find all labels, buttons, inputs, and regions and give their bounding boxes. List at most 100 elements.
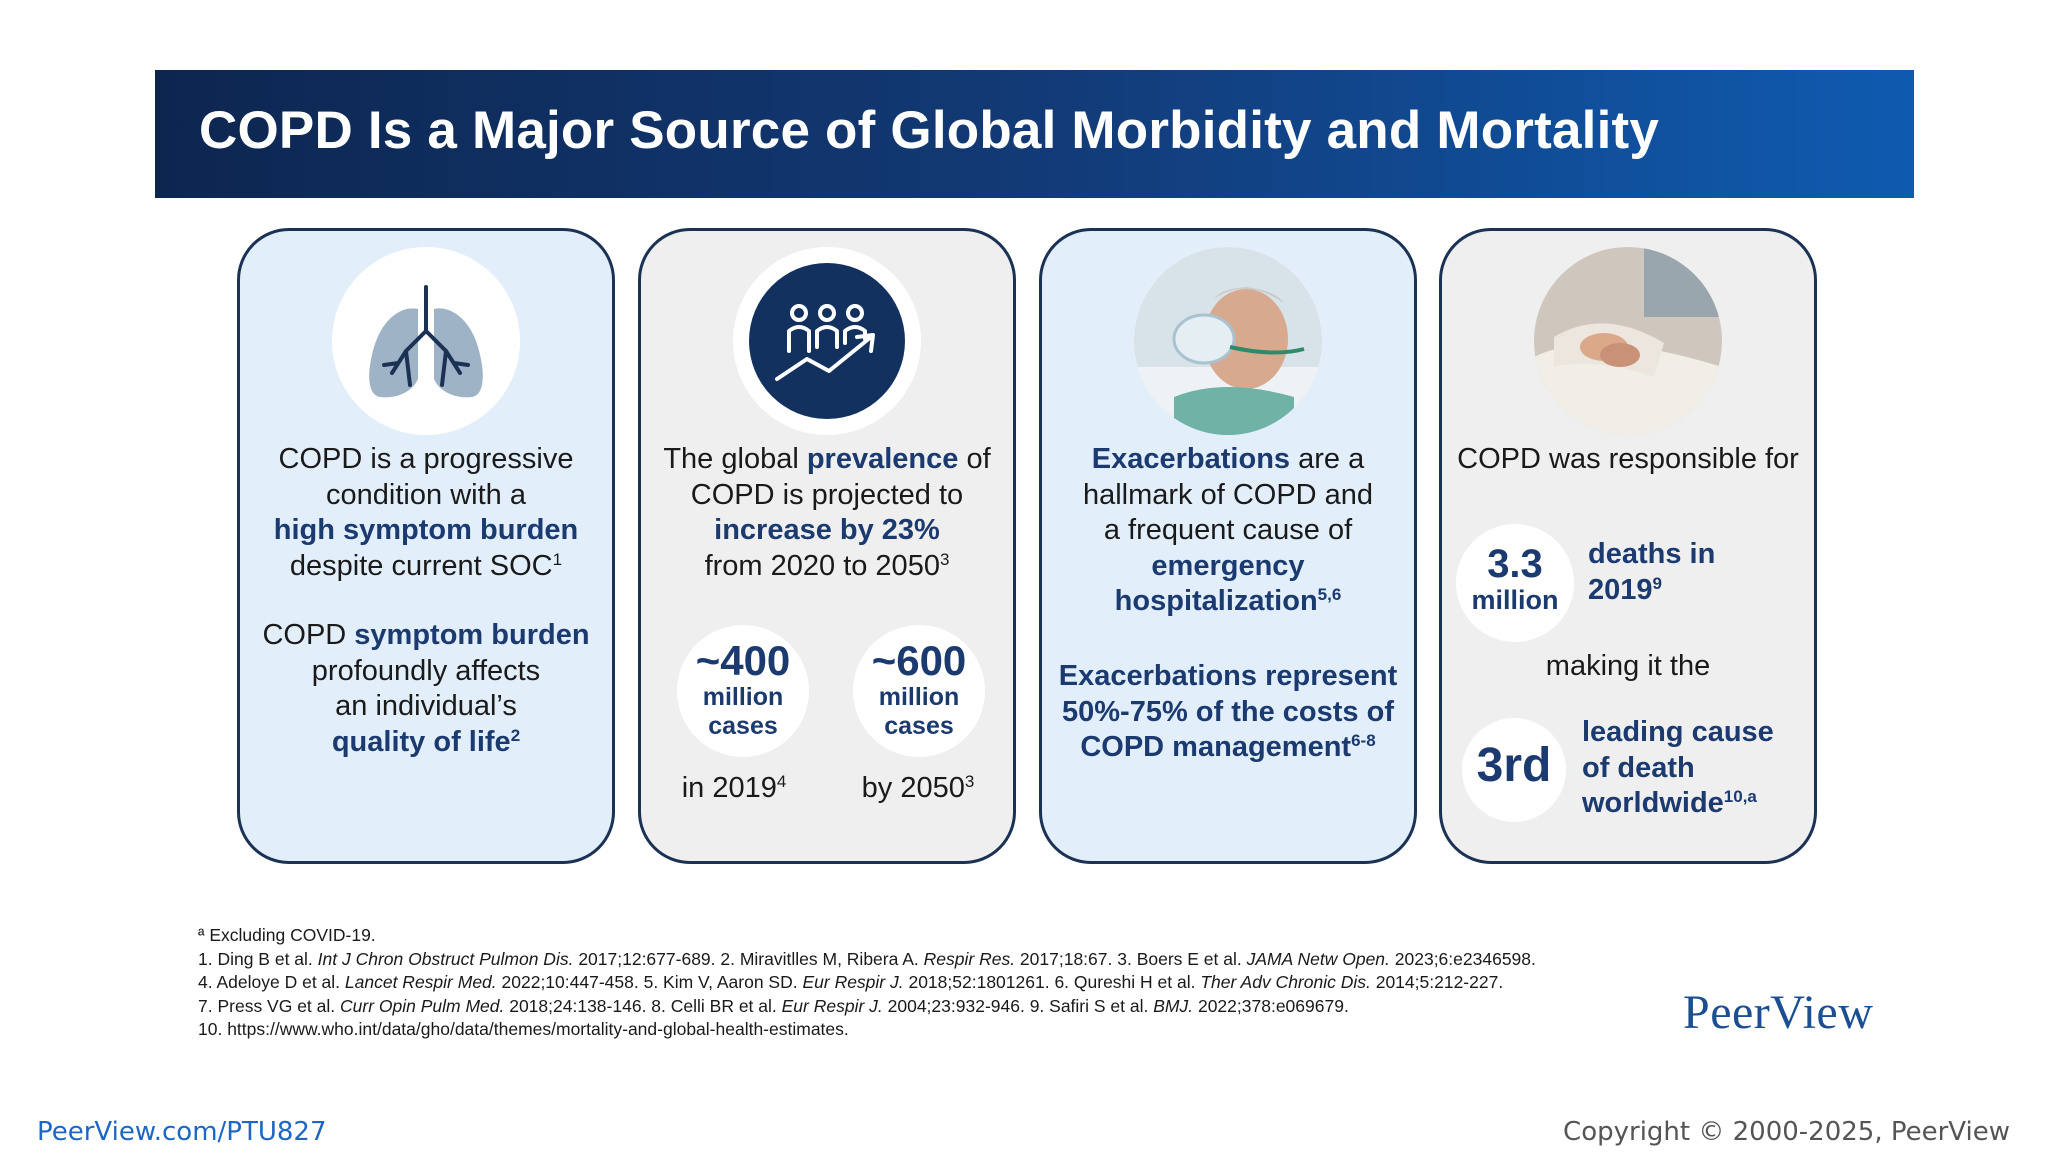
reference-marker: 10,a xyxy=(1723,787,1757,806)
population-growth-icon xyxy=(733,247,921,435)
card1-highlight: symptom burden xyxy=(354,619,590,651)
card4-mid: making it the xyxy=(1545,650,1711,682)
reference-text: 2017;18:67. 3. Boers E et al. xyxy=(1015,948,1247,969)
card1-highlight: high symptom burden xyxy=(273,514,579,546)
stat-unit: cases xyxy=(708,712,778,740)
reference-marker: 9 xyxy=(1652,573,1662,593)
stat-rank-3rd: 3rd xyxy=(1462,718,1566,822)
reference-marker: 3 xyxy=(939,549,950,569)
reference-row: 10. https://www.who.int/data/gho/data/th… xyxy=(198,1018,1758,1042)
journal-name: JAMA Netw Open. xyxy=(1246,948,1390,969)
stat-unit: cases xyxy=(884,712,954,740)
stat-600-million: ~600 million cases xyxy=(853,625,985,757)
references: ª Excluding COVID-19. 1. Ding B et al. I… xyxy=(198,924,1758,1042)
card1-line: despite current SOC xyxy=(289,549,553,582)
reference-text: 7. Press VG et al. xyxy=(198,995,340,1016)
card-symptom-burden: COPD is a progressive condition with a h… xyxy=(237,228,615,864)
card3-highlight: COPD management xyxy=(1080,731,1352,763)
stat-year-text: by 2050 xyxy=(861,772,965,804)
journal-name: Curr Opin Pulm Med. xyxy=(340,995,505,1016)
card1-paragraph-1: COPD is a progressive condition with a h… xyxy=(240,442,612,584)
card1-paragraph-2: COPD symptom burden profoundly affects a… xyxy=(240,618,612,760)
reference-marker: 1 xyxy=(552,549,563,569)
card2-highlight: increase by 23% xyxy=(714,514,940,546)
card-prevalence: The global prevalence of COPD is project… xyxy=(638,228,1016,864)
reference-text: 4. Adeloye D et al. xyxy=(198,972,345,993)
card-exacerbations: Exacerbations are a hallmark of COPD and… xyxy=(1039,228,1417,864)
card3-highlight: Exacerbations xyxy=(1091,443,1291,475)
journal-name: Lancet Respir Med. xyxy=(344,972,497,993)
reference-text: 2023;6:e2346598. xyxy=(1389,948,1536,969)
card2-line: from 2020 to 2050 xyxy=(704,549,940,582)
rank-label: leading cause of death worldwide10,a xyxy=(1582,715,1818,822)
reference-marker: 4 xyxy=(776,772,787,791)
slide-title: COPD Is a Major Source of Global Morbidi… xyxy=(199,101,1660,160)
copyright-text: Copyright © 2000-2025, PeerView xyxy=(1563,1117,2010,1147)
card1-line: COPD xyxy=(262,619,355,651)
card4-highlight: leading cause xyxy=(1582,716,1774,748)
reference-text: 2022;378:e069679. xyxy=(1193,995,1349,1016)
reference-text: 2017;12:677-689. 2. Miravitlles M, Riber… xyxy=(573,948,924,969)
card3-highlight: emergency xyxy=(1151,549,1305,582)
reference-row: 4. Adeloye D et al. Lancet Respir Med. 2… xyxy=(198,971,1758,995)
journal-name: BMJ. xyxy=(1153,995,1194,1016)
reference-text: 1. Ding B et al. xyxy=(198,948,318,969)
card3-line: represent xyxy=(1257,660,1398,692)
card4-highlight: of death xyxy=(1582,751,1695,784)
card1-line: COPD is a progressive xyxy=(278,443,574,475)
stat-value: 3.3 xyxy=(1487,542,1543,586)
stat-unit: million xyxy=(702,683,784,711)
card3-highlight: 50%-75% xyxy=(1062,695,1188,728)
reference-marker: 5,6 xyxy=(1317,585,1342,604)
stat-3-3-million: 3.3 million xyxy=(1456,524,1574,642)
card2-line: The global xyxy=(663,443,807,475)
stat-unit: million xyxy=(1471,585,1559,615)
card-mortality: COPD was responsible for 3.3 million dea… xyxy=(1439,228,1817,864)
title-banner: COPD Is a Major Source of Global Morbidi… xyxy=(155,70,1914,198)
reference-row: 7. Press VG et al. Curr Opin Pulm Med. 2… xyxy=(198,995,1758,1019)
card4-highlight: deaths in xyxy=(1588,538,1716,570)
journal-name: Eur Respir J. xyxy=(802,972,904,993)
reference-text: 2018;52:1801261. 6. Qureshi H et al. xyxy=(903,972,1201,993)
card4-highlight: worldwide xyxy=(1582,787,1724,819)
card3-line: a frequent cause of xyxy=(1103,514,1353,546)
reference-marker: 6-8 xyxy=(1351,731,1376,750)
reference-text: 2022;10:447-458. 5. Kim V, Aaron SD. xyxy=(496,972,803,993)
reference-marker: 3 xyxy=(964,772,975,791)
card3-line: hallmark of COPD and xyxy=(1082,478,1374,511)
stat-400-million: ~400 million cases xyxy=(677,625,809,757)
reference-text: 2018;24:138-146. 8. Celli BR et al. xyxy=(504,995,782,1016)
reference-marker: 2 xyxy=(510,725,521,745)
card2-highlight: prevalence xyxy=(806,443,959,475)
stat-value: ~600 xyxy=(871,637,967,684)
card3-line: are a xyxy=(1290,443,1365,475)
stat-year-text: in 2019 xyxy=(681,772,777,804)
reference-text: 2014;5:212-227. xyxy=(1370,972,1504,993)
reference-text: 2004;23:932-946. 9. Safiri S et al. xyxy=(882,995,1154,1016)
card3-paragraph-1: Exacerbations are a hallmark of COPD and… xyxy=(1042,442,1414,620)
peerview-logo: PeerView xyxy=(1683,986,1874,1039)
card2-line: of xyxy=(958,443,991,475)
peerview-url-link[interactable]: PeerView.com/PTU827 xyxy=(37,1117,327,1147)
stat-year-2050: by 20503 xyxy=(825,771,1011,807)
journal-name: Ther Adv Chronic Dis. xyxy=(1200,972,1371,993)
stat-value: 3rd xyxy=(1476,739,1552,792)
card1-line: condition with a xyxy=(326,478,526,511)
card4-highlight: 2019 xyxy=(1588,573,1653,606)
stat-value: ~400 xyxy=(695,637,791,684)
card3-paragraph-2: Exacerbations represent 50%-75% of the c… xyxy=(1042,659,1414,766)
card2-paragraph: The global prevalence of COPD is project… xyxy=(641,442,1013,584)
card3-highlight: costs of xyxy=(1282,695,1394,728)
stat-deaths-label: deaths in 20199 xyxy=(1588,537,1818,608)
journal-name: Eur Respir J. xyxy=(781,995,883,1016)
lungs-icon xyxy=(332,247,520,435)
card2-line: COPD is projected to xyxy=(690,478,964,511)
card1-line: profoundly affects xyxy=(311,654,541,687)
stat-year-2019: in 20194 xyxy=(641,771,827,807)
patient-oxygen-mask-photo xyxy=(1134,247,1322,435)
card3-highlight: Exacerbations xyxy=(1058,660,1258,692)
reference-row: 1. Ding B et al. Int J Chron Obstruct Pu… xyxy=(198,948,1758,972)
card4-intro: COPD was responsible for xyxy=(1457,443,1799,475)
footnote-a: ª Excluding COVID-19. xyxy=(198,925,376,945)
journal-name: Respir Res. xyxy=(923,948,1016,969)
